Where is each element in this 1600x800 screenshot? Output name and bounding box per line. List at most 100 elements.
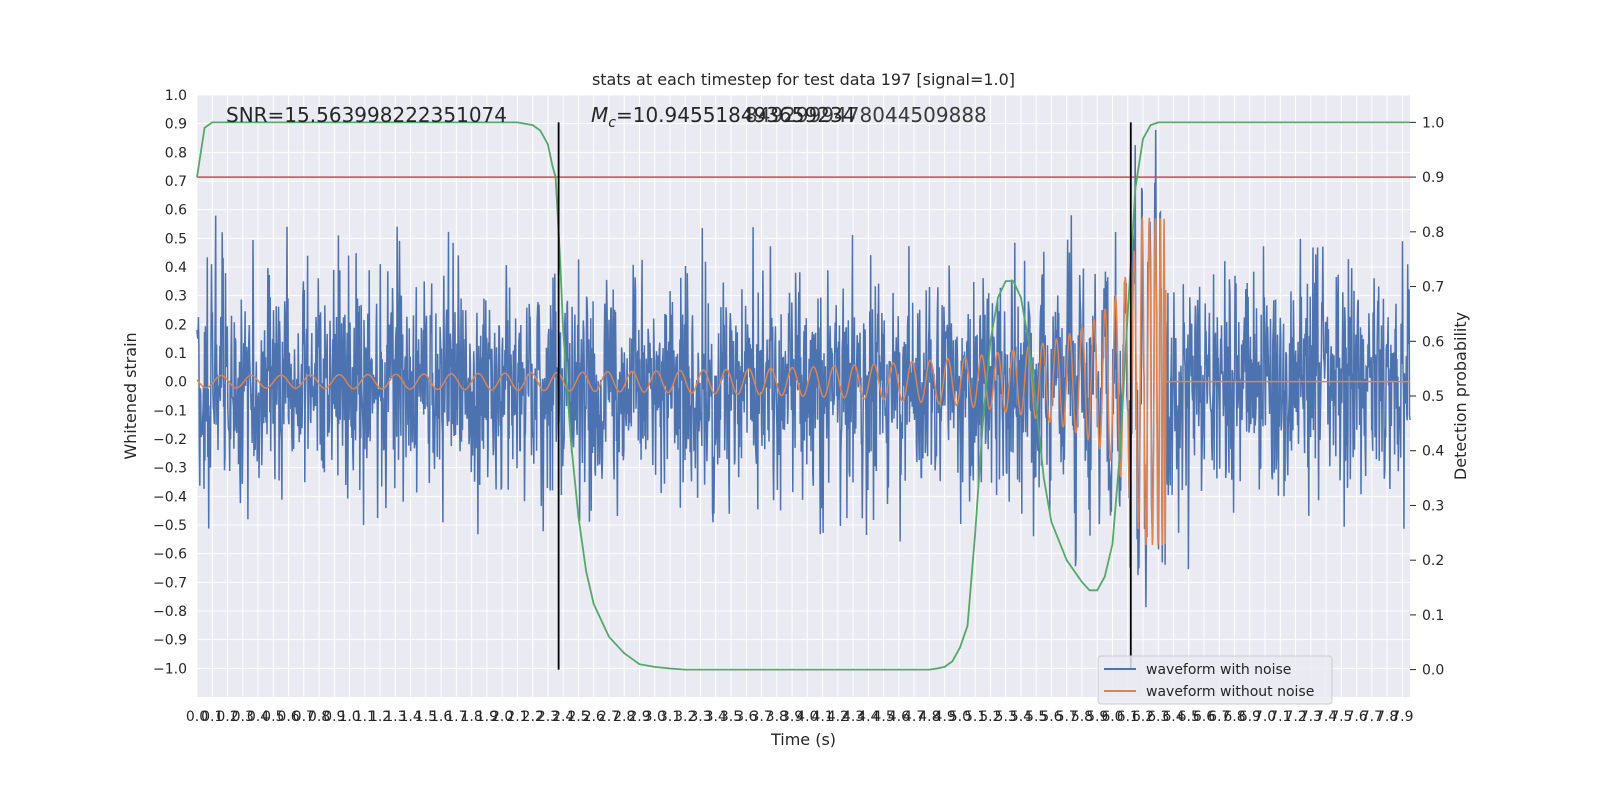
y-tick-label: −0.8 — [153, 604, 187, 620]
y2-tick-label: 0.8 — [1422, 225, 1444, 241]
x-tick-label: 3.5 — [720, 709, 742, 725]
x-tick-label: 4.2 — [827, 709, 849, 725]
x-tick-label: 7.6 — [1345, 709, 1367, 725]
x-tick-label: 3.6 — [735, 709, 757, 725]
x-tick-label: 5.5 — [1025, 709, 1047, 725]
x-tick-label: 5.7 — [1056, 709, 1078, 725]
y-tick-label: 0.9 — [165, 117, 187, 133]
y-tick-label: −0.2 — [153, 432, 187, 448]
y-tick-label: −0.7 — [153, 575, 187, 591]
y-tick-label: 0.6 — [165, 203, 187, 219]
x-tick-label: 2.1 — [506, 709, 528, 725]
x-tick-label: 1.2 — [369, 709, 391, 725]
y2-tick-label: 0.9 — [1422, 170, 1444, 186]
x-tick-label: 1.9 — [476, 709, 498, 725]
x-tick-label: 2.4 — [552, 709, 574, 725]
x-tick-label: 0.1 — [201, 709, 223, 725]
y2-tick-label: 0.3 — [1422, 498, 1444, 514]
y2-tick-label: 0.4 — [1422, 444, 1444, 460]
chart-title: stats at each timestep for test data 197… — [592, 70, 1015, 89]
x-tick-label: 7.2 — [1284, 709, 1306, 725]
legend-label-noise: waveform with noise — [1146, 662, 1291, 678]
y2-tick-label: 0.6 — [1422, 334, 1444, 350]
x-tick-label: 1.8 — [461, 709, 483, 725]
x-tick-label: 5.4 — [1010, 709, 1032, 725]
x-tick-label: 2.7 — [598, 709, 620, 725]
series-line-waveform-without-noise — [196, 215, 1410, 546]
x-tick-label: 4.5 — [872, 709, 894, 725]
x-tick-label: 3.9 — [781, 709, 803, 725]
y2-tick-label: 1.0 — [1422, 115, 1444, 131]
y-tick-label: −0.9 — [153, 633, 187, 649]
x-tick-label: 5.9 — [1086, 709, 1108, 725]
x-tick-label: 0.2 — [216, 709, 238, 725]
series-line-waveform-with-noise — [196, 129, 1411, 608]
x-tick-label: 3.2 — [674, 709, 696, 725]
series-line-detection-probability — [196, 121, 1410, 671]
x-tick-label: 4.1 — [811, 709, 833, 725]
x-tick-label: 6.0 — [1101, 709, 1123, 725]
y2-tick-label: 0.1 — [1422, 608, 1444, 624]
y-tick-label: 0.2 — [165, 317, 187, 333]
y-axis-ticks: −1.0 −0.9 −0.8 −0.7 −0.6 −0.5 −0.4 −0.3 −0.2 −0.1… — [153, 88, 187, 677]
x-tick-label: 0.0 — [186, 709, 208, 725]
x-tick-label: 0.9 — [323, 709, 345, 725]
y-tick-label: 0.3 — [165, 289, 187, 305]
x-tick-label: 4.6 — [888, 709, 910, 725]
x-tick-label: 7.8 — [1376, 709, 1398, 725]
x-tick-label: 1.0 — [338, 709, 360, 725]
mc-value: =10.945518493659234 — [616, 103, 855, 127]
x-tick-label: 0.3 — [232, 709, 254, 725]
x-tick-label: 4.9 — [934, 709, 956, 725]
x-tick-label: 1.6 — [430, 709, 452, 725]
x-tick-label: 7.3 — [1300, 709, 1322, 725]
x-tick-label: 1.5 — [415, 709, 437, 725]
x-tick-label: 7.1 — [1269, 709, 1291, 725]
y2-axis-ticks: 0.0 0.1 0.2 0.3 0.4 0.5 0.6 0.7 0.8 0.9 1.0 — [1410, 115, 1444, 679]
y-axis-label: Whitened strain — [121, 332, 140, 459]
series-layer — [196, 121, 1411, 671]
x-tick-label: 1.3 — [384, 709, 406, 725]
x-tick-label: 1.1 — [354, 709, 376, 725]
x-tick-label: 4.8 — [918, 709, 940, 725]
x-tick-label: 3.0 — [644, 709, 666, 725]
x-tick-label: 6.9 — [1239, 709, 1261, 725]
y2-tick-label: 0.2 — [1422, 553, 1444, 569]
y-tick-label: 0.1 — [165, 346, 187, 362]
x-tick-label: 7.0 — [1254, 709, 1276, 725]
y2-tick-label: 0.0 — [1422, 663, 1444, 679]
x-tick-label: 3.4 — [705, 709, 727, 725]
y-tick-label: 0.8 — [165, 145, 187, 161]
chirp-mass-annotation: Mc=10.945518493659234 — [591, 103, 855, 131]
x-tick-label: 6.5 — [1178, 709, 1200, 725]
y-tick-label: −1.0 — [153, 661, 187, 677]
x-tick-label: 6.1 — [1117, 709, 1139, 725]
y2-tick-label: 0.7 — [1422, 280, 1444, 296]
y-tick-label: 0.7 — [165, 174, 187, 190]
x-tick-label: 6.7 — [1208, 709, 1230, 725]
y-tick-label: −0.1 — [153, 403, 187, 419]
x-tick-label: 3.1 — [659, 709, 681, 725]
y-tick-label: −0.6 — [153, 547, 187, 563]
x-tick-label: 0.8 — [308, 709, 330, 725]
x-tick-label: 7.7 — [1361, 709, 1383, 725]
y-tick-label: 0.0 — [165, 375, 187, 391]
x-tick-label: 2.5 — [567, 709, 589, 725]
x-tick-label: 4.0 — [796, 709, 818, 725]
x-tick-label: 2.9 — [628, 709, 650, 725]
x-tick-label: 1.4 — [399, 709, 421, 725]
x-tick-label: 6.6 — [1193, 709, 1215, 725]
x-tick-label: 6.3 — [1147, 709, 1169, 725]
y-tick-label: 1.0 — [165, 88, 187, 104]
x-tick-label: 2.6 — [583, 709, 605, 725]
x-tick-label: 7.5 — [1330, 709, 1352, 725]
x-tick-label: 2.2 — [522, 709, 544, 725]
x-tick-label: 5.3 — [995, 709, 1017, 725]
x-tick-label: 5.8 — [1071, 709, 1093, 725]
x-tick-label: 6.2 — [1132, 709, 1154, 725]
snr-annotation: SNR=15.563998222351074 — [226, 103, 507, 127]
legend: waveform with noise waveform without noi… — [1097, 655, 1333, 705]
x-tick-label: 3.8 — [766, 709, 788, 725]
y2-axis-label: Detection probability — [1451, 312, 1470, 480]
